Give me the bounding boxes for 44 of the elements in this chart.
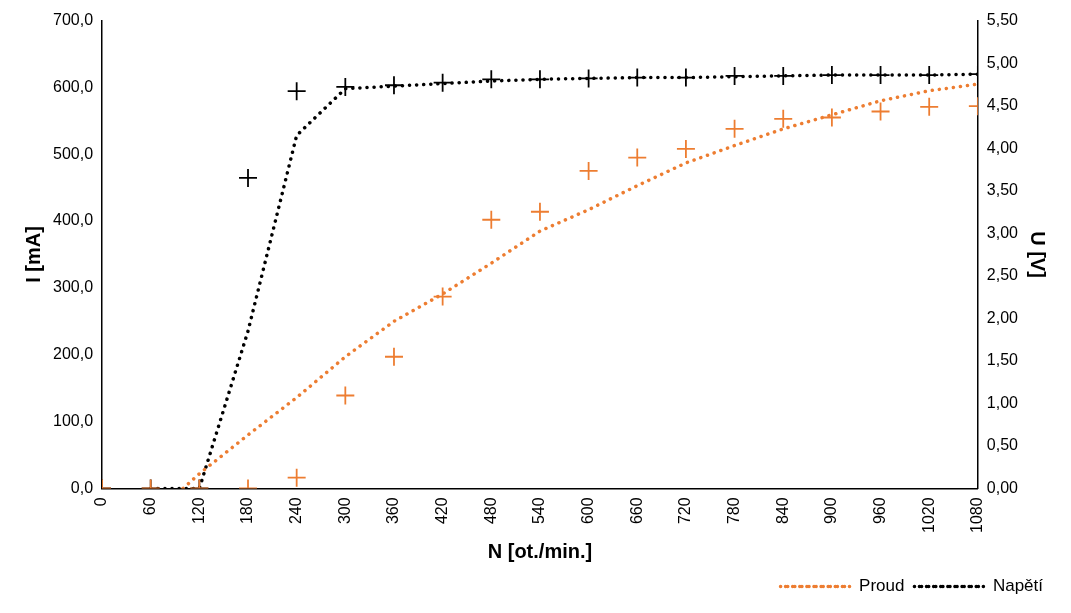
y-tick-label: 300,0 [52, 278, 94, 296]
y2-tick-label: 3,50 [986, 181, 1019, 199]
y-tick-label: 700,0 [52, 11, 94, 29]
x-tick-label: 1080 [968, 497, 986, 533]
y2-tick-label: 4,50 [986, 96, 1019, 114]
x-tick-label: 480 [481, 497, 499, 525]
x-tick-label: 60 [141, 497, 159, 516]
y-tick-label: 200,0 [52, 345, 94, 363]
y2-tick-label: 1,00 [986, 393, 1019, 411]
y2-tick-label: 3,00 [986, 223, 1019, 241]
y-tick-label: 400,0 [52, 211, 94, 229]
legend-label: Proud [859, 576, 905, 596]
y-tick-label: 600,0 [52, 77, 94, 95]
x-tick-label: 120 [189, 497, 207, 525]
x-tick-label: 1020 [919, 497, 937, 533]
y2-tick-label: 5,00 [986, 53, 1019, 71]
x-tick-label: 0 [92, 497, 110, 507]
y-tick-label: 500,0 [52, 144, 94, 162]
y2-tick-label: 0,50 [986, 436, 1019, 454]
x-tick-label: 720 [676, 497, 694, 525]
x-tick-label: 240 [287, 497, 305, 525]
y2-tick-label: 2,50 [986, 266, 1019, 284]
y2-tick-label: 5,50 [986, 11, 1019, 29]
x-tick-label: 660 [627, 497, 645, 525]
x-tick-label: 840 [773, 497, 791, 525]
x-axis-title: N [ot./min.] [487, 539, 593, 562]
x-tick-label: 960 [870, 497, 888, 525]
x-tick-label: 300 [335, 497, 353, 525]
x-tick-label: 180 [238, 497, 256, 525]
y-tick-label: 100,0 [52, 411, 94, 429]
x-tick-label: 360 [384, 497, 402, 525]
y2-tick-label: 1,50 [986, 351, 1019, 369]
y2-tick-label: 0,00 [986, 478, 1019, 496]
y2-axis-title: U [V] [1027, 231, 1050, 278]
y2-tick-label: 2,00 [986, 308, 1019, 326]
y-tick-label: 0,0 [70, 478, 94, 496]
x-tick-label: 420 [433, 497, 451, 525]
y-axis-title: I [mA] [21, 226, 44, 283]
y2-tick-label: 4,00 [986, 138, 1019, 156]
legend-label: Napětí [992, 576, 1044, 596]
x-tick-label: 780 [724, 497, 742, 525]
x-tick-label: 900 [822, 497, 840, 525]
x-tick-label: 540 [530, 497, 548, 525]
x-tick-label: 600 [579, 497, 597, 525]
